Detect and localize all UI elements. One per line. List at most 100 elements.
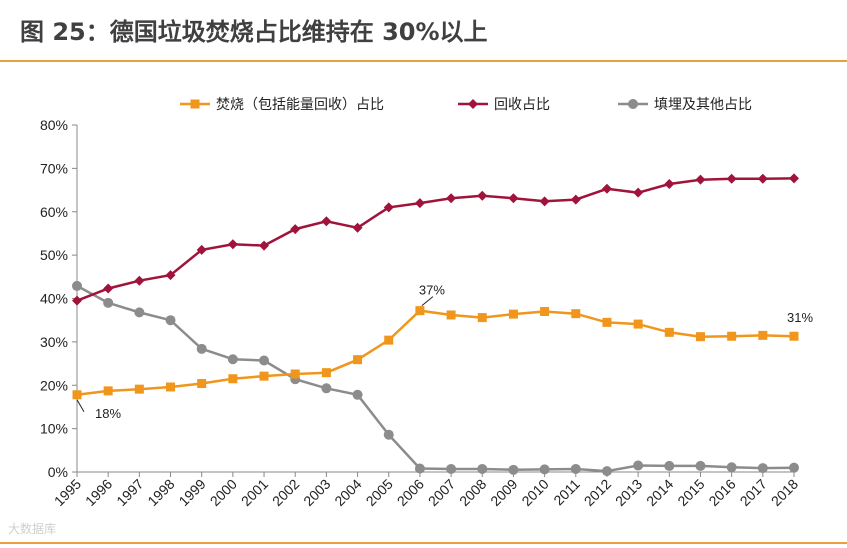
data-point	[72, 390, 82, 400]
data-point	[477, 313, 487, 323]
data-point	[727, 331, 737, 341]
data-point	[758, 330, 768, 340]
y-tick-label: 30%	[40, 334, 68, 350]
x-tick-label: 2001	[238, 476, 271, 509]
data-point	[259, 240, 270, 251]
x-tick-label: 1996	[82, 476, 115, 509]
data-point	[664, 178, 675, 189]
x-tick-label: 1995	[51, 476, 84, 509]
legend-item-2: 回收占比	[458, 97, 550, 113]
data-point	[508, 193, 519, 204]
data-point	[166, 382, 176, 392]
data-point	[352, 389, 363, 400]
series-1-line	[76, 309, 795, 397]
x-tick-label: 2005	[363, 476, 396, 509]
data-point	[664, 460, 675, 471]
x-tick-label: 2015	[674, 476, 707, 509]
series-layer	[72, 173, 799, 477]
data-point	[165, 270, 176, 281]
data-point	[134, 384, 144, 394]
data-point	[353, 355, 363, 365]
annotations: 18% 37% 31%	[76, 283, 813, 421]
data-point	[321, 368, 331, 378]
data-point	[383, 429, 394, 440]
data-point	[601, 183, 612, 194]
data-point	[321, 383, 332, 394]
x-tick-label: 2017	[737, 476, 770, 509]
data-point	[477, 463, 488, 474]
series-3-line	[76, 284, 795, 473]
y-tick-label: 20%	[40, 377, 68, 393]
x-tick-label: 2008	[456, 476, 489, 509]
data-point	[134, 307, 145, 318]
x-tick-label: 2000	[207, 476, 240, 509]
data-point	[352, 222, 363, 233]
data-point	[384, 335, 394, 345]
legend-label: 填埋及其他占比	[654, 97, 752, 113]
data-point	[789, 173, 799, 184]
figure-title: 图 25：德国垃圾焚烧占比维持在 30%以上	[20, 18, 488, 46]
x-tick-label: 1997	[113, 476, 146, 509]
data-point	[539, 464, 550, 475]
y-tick-label: 40%	[40, 291, 68, 307]
data-point	[383, 202, 394, 213]
data-point	[446, 463, 457, 474]
data-point	[664, 327, 674, 337]
x-tick-label: 2007	[425, 476, 458, 509]
x-tick-label: 2004	[331, 476, 364, 509]
annotation-leader	[421, 296, 434, 307]
data-point	[633, 460, 644, 471]
x-tick-label: 2009	[487, 476, 520, 509]
data-point	[789, 462, 799, 473]
data-point	[477, 190, 488, 201]
x-tick-label: 2010	[518, 476, 551, 509]
x-tick-label: 1998	[144, 476, 177, 509]
x-tick-label: 2003	[300, 476, 333, 509]
x-tick-label: 2012	[581, 476, 614, 509]
x-tick-label: 2014	[643, 476, 676, 509]
data-point	[633, 187, 644, 198]
data-point	[757, 173, 768, 184]
series-2-line	[76, 177, 795, 302]
bottom-divider	[0, 542, 847, 544]
series-1	[72, 306, 799, 400]
x-tick-label: 1999	[175, 476, 208, 509]
y-tick-label: 60%	[40, 204, 68, 220]
legend-item-1: 焚烧（包括能量回收）占比	[180, 97, 384, 113]
x-tick-label: 2018	[768, 476, 801, 509]
data-point	[570, 194, 581, 205]
legend: 焚烧（包括能量回收）占比 回收占比 填埋及其他占比	[180, 97, 752, 113]
x-tick-label: 2013	[612, 476, 645, 509]
data-point	[290, 369, 300, 379]
data-point	[103, 283, 114, 294]
data-point	[602, 317, 612, 327]
y-tick-label: 0%	[48, 464, 68, 480]
data-point	[540, 307, 550, 317]
data-point	[695, 174, 706, 185]
y-tick-label: 80%	[40, 117, 68, 133]
data-point	[446, 193, 457, 204]
data-point	[290, 224, 301, 235]
data-point	[196, 244, 207, 255]
data-point	[259, 371, 269, 381]
x-tick-label: 2006	[394, 476, 427, 509]
data-point	[539, 196, 550, 207]
data-point	[414, 463, 425, 474]
data-point	[72, 280, 82, 291]
watermark: 大数据库	[8, 522, 57, 536]
data-point	[103, 386, 113, 396]
data-point	[228, 374, 238, 384]
data-label: 37%	[419, 283, 445, 298]
data-label: 31%	[787, 310, 813, 325]
x-tick-label: 2002	[269, 476, 302, 509]
y-tick-label: 50%	[40, 247, 68, 263]
data-label: 18%	[95, 406, 121, 421]
y-tick-label: 70%	[40, 160, 68, 176]
data-point	[757, 463, 768, 474]
data-point	[321, 216, 332, 227]
data-point	[726, 173, 737, 184]
legend-swatch-marker	[468, 99, 478, 109]
legend-swatch-marker	[628, 99, 638, 109]
data-point	[165, 315, 176, 326]
